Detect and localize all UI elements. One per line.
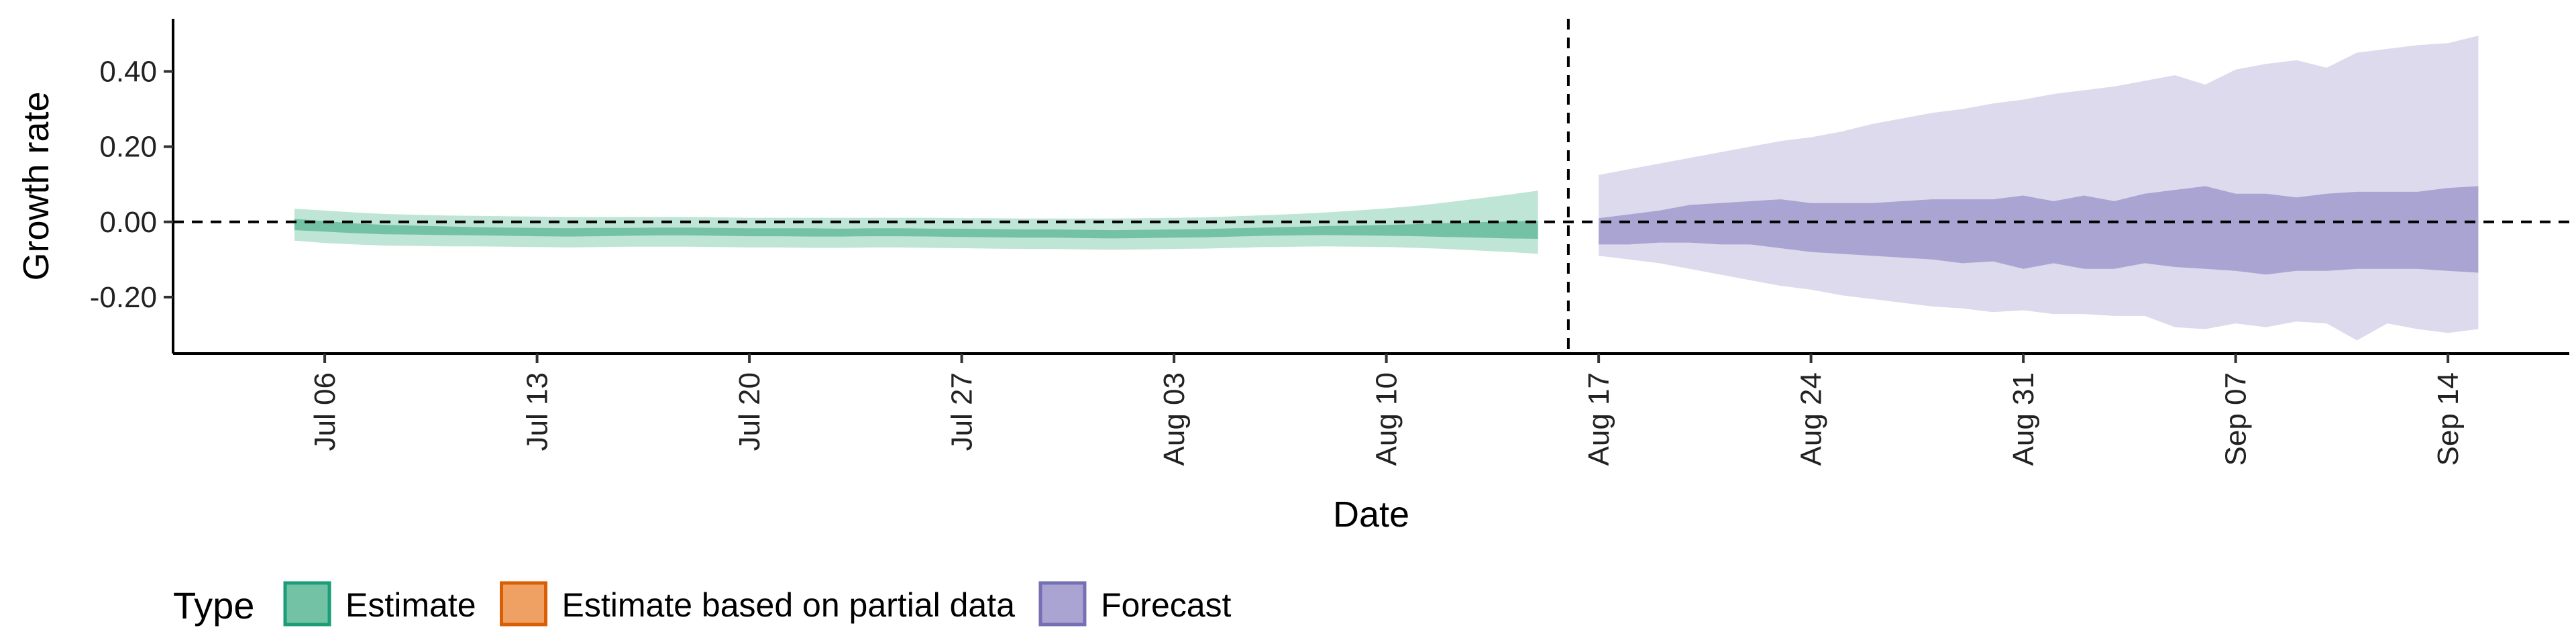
- legend-label-estimate: Estimate: [345, 586, 476, 624]
- x-tick-label: Aug 03: [1158, 372, 1191, 466]
- ribbons-layer: [294, 36, 2479, 341]
- reference-lines-layer: [173, 19, 2569, 354]
- x-tick-label: Sep 07: [2220, 372, 2253, 466]
- legend-label-estimate-based-on-partial-data: Estimate based on partial data: [562, 586, 1016, 624]
- y-tick-label: 0.40: [99, 55, 157, 88]
- forecast-outer-band: [1599, 36, 2479, 341]
- x-axis-title: Date: [1333, 494, 1409, 535]
- x-tick-label: Aug 10: [1371, 372, 1403, 466]
- axes-layer: -0.200.000.200.40 Jul 06 Jul 13 Jul 20 Jul …: [90, 19, 2569, 466]
- y-tick-label: 0.00: [99, 206, 157, 239]
- x-tick-label: Aug 31: [2007, 372, 2040, 466]
- x-tick-label: Sep 14: [2432, 372, 2465, 466]
- x-tick-label: Jul 06: [309, 372, 341, 451]
- legend-label-forecast: Forecast: [1101, 586, 1232, 624]
- x-ticks: Jul 06 Jul 13 Jul 20 Jul 27 Aug 03 Aug 10 Aug …: [309, 354, 2465, 466]
- legend-key-estimate-based-on-partial-data: [500, 581, 548, 627]
- x-tick-label: Jul 20: [733, 372, 766, 451]
- y-tick-label: -0.20: [90, 281, 157, 314]
- legend-items: Estimate Estimate based on partial data Fo…: [283, 581, 1232, 627]
- x-tick-label: Aug 24: [1795, 372, 1828, 466]
- y-tick-label: 0.20: [99, 131, 157, 164]
- legend-key-forecast: [1038, 581, 1087, 627]
- x-tick-label: Jul 27: [946, 372, 979, 451]
- legend-key-estimate: [283, 581, 331, 627]
- y-axis-title: Growth rate: [16, 91, 56, 280]
- legend-title: Type: [173, 584, 254, 627]
- x-tick-label: Jul 13: [521, 372, 554, 451]
- x-tick-label: Aug 17: [1582, 372, 1615, 466]
- forecast-inner-band: [1599, 186, 2479, 275]
- legend: Type Estimate Estimate based on partial d…: [173, 581, 1232, 627]
- estimate-inner-band: [294, 219, 1538, 239]
- y-ticks: -0.20 0.00 0.20 0.40: [90, 55, 173, 314]
